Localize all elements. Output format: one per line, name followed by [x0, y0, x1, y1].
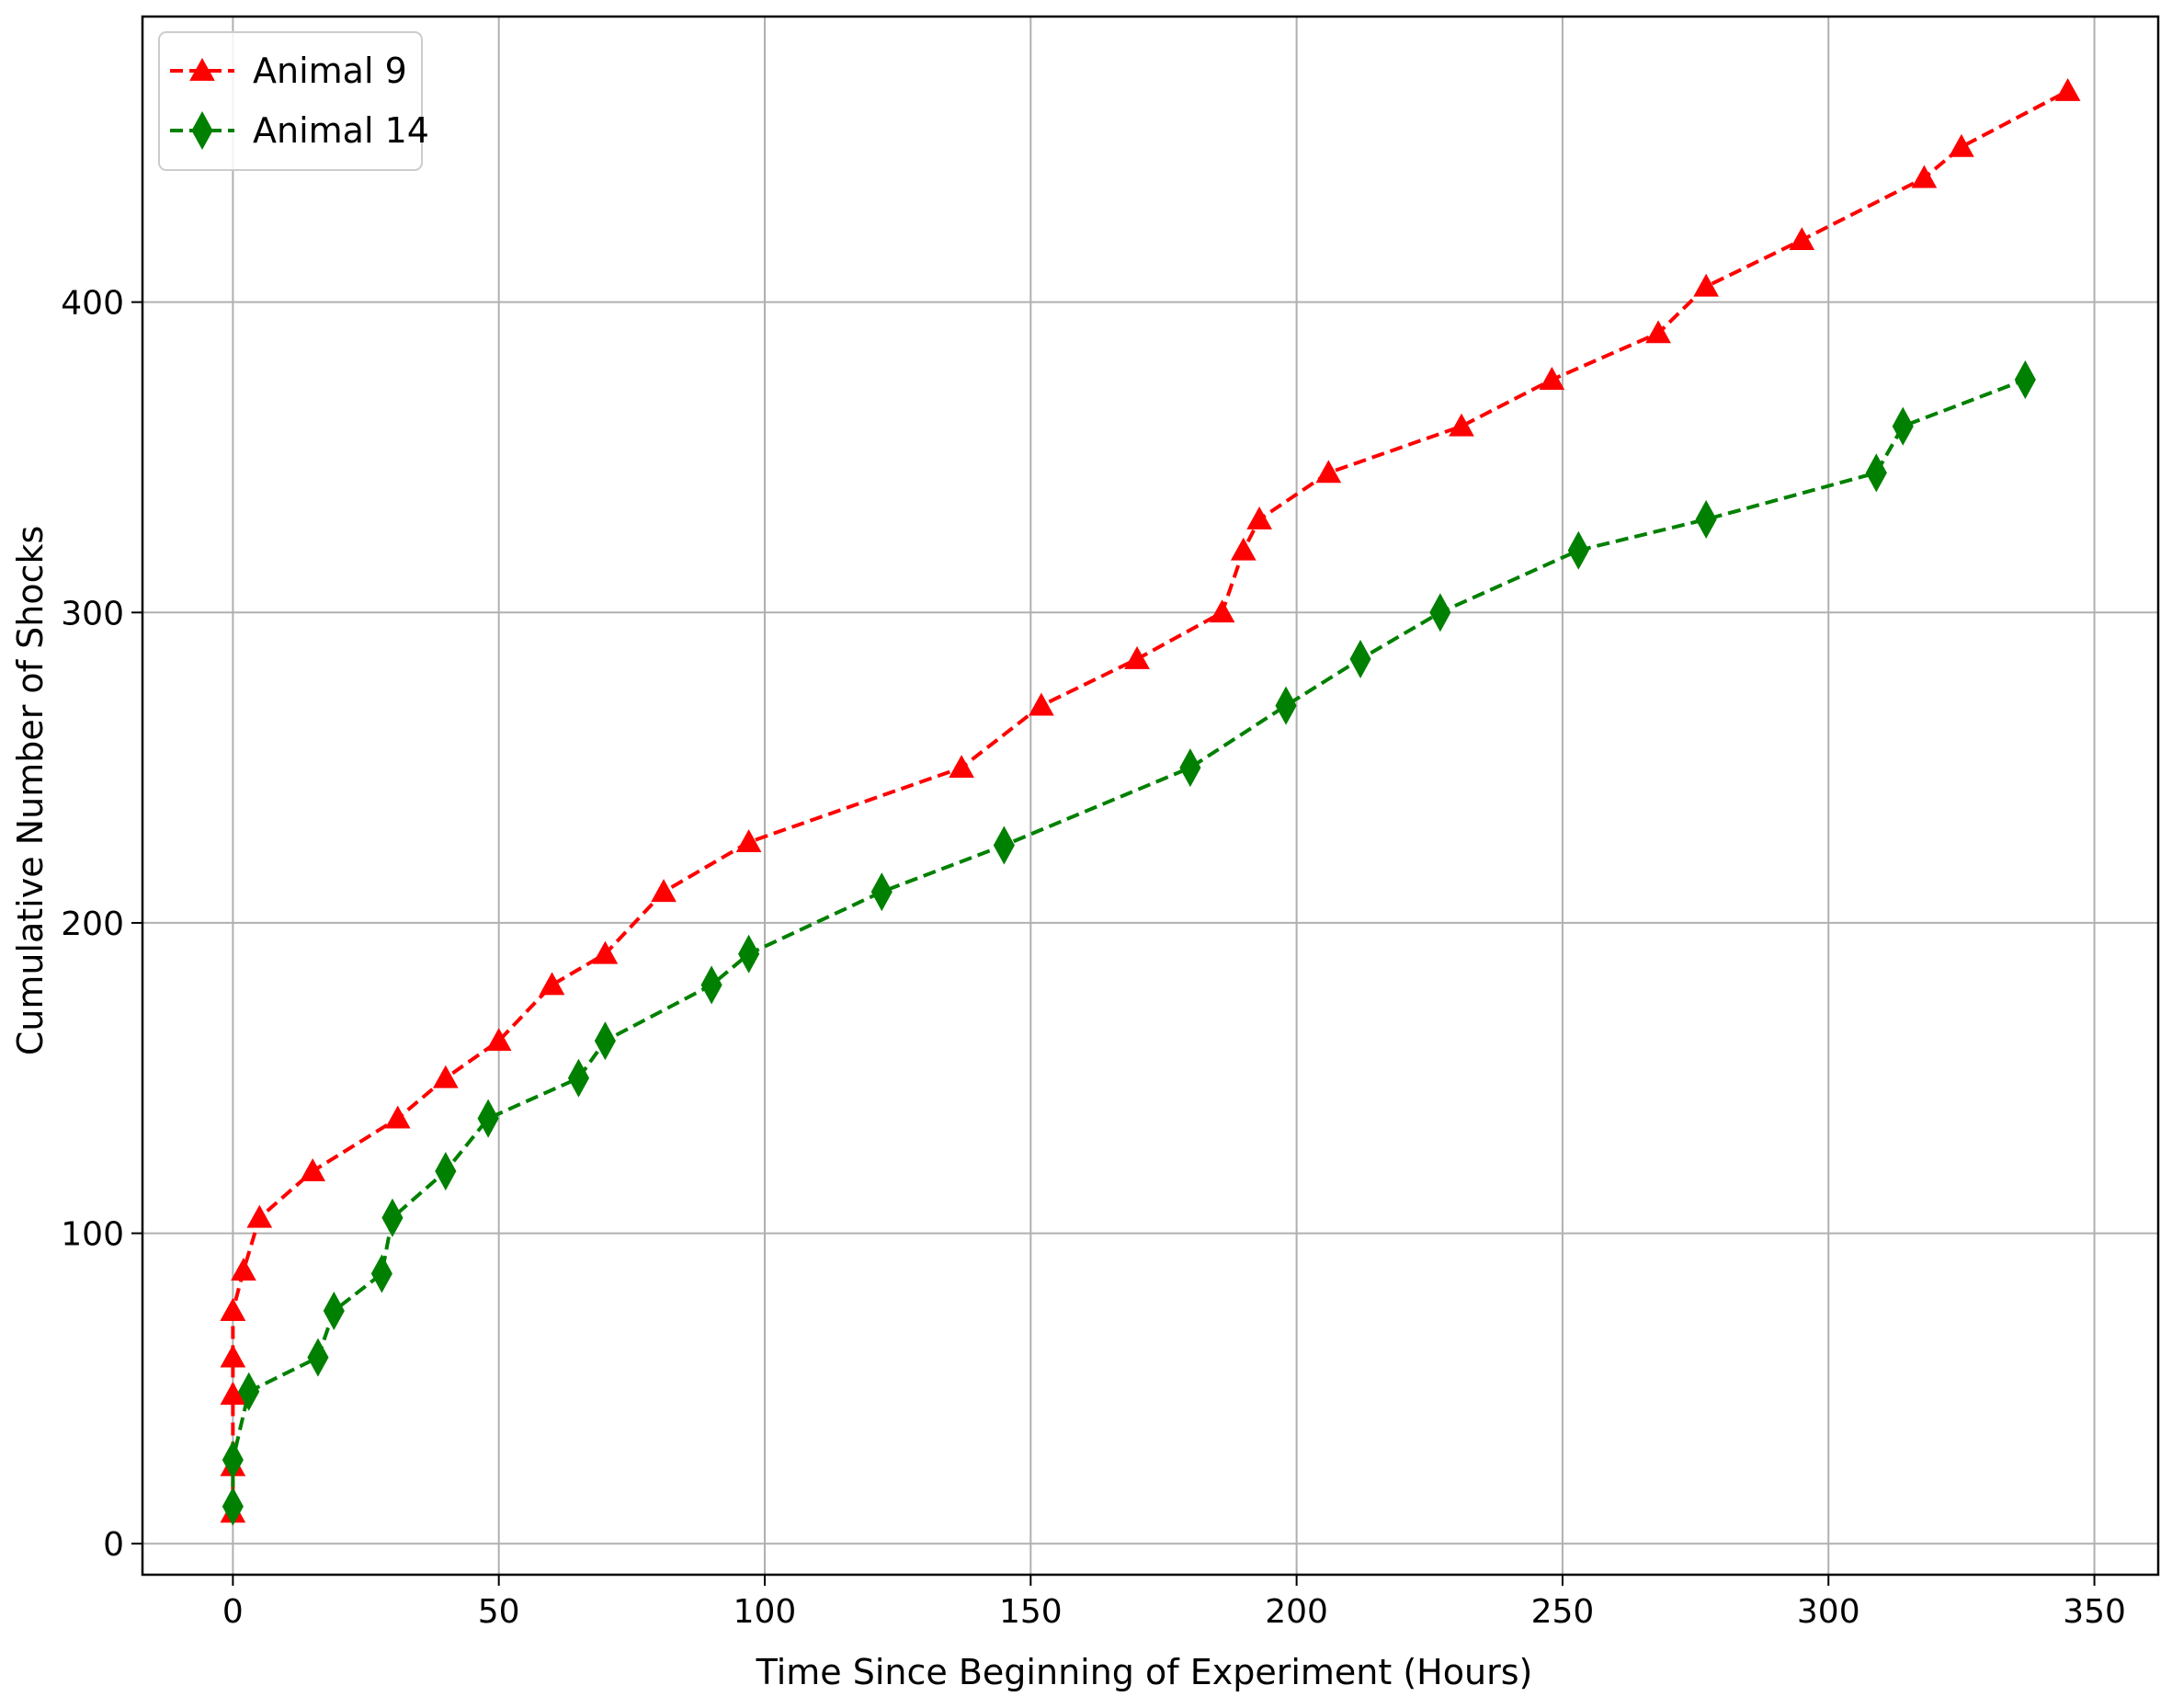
data-point-diamond [1695, 499, 1717, 540]
data-point-triangle [220, 1297, 246, 1321]
data-point-diamond [381, 1198, 404, 1237]
legend-entry: Animal 14 [170, 110, 429, 151]
legend-marker-triangle [189, 57, 215, 81]
data-point-diamond [370, 1254, 392, 1293]
data-point-triangle [651, 879, 677, 903]
data-point-triangle [432, 1065, 459, 1088]
data-point-triangle [1124, 645, 1150, 669]
data-point-triangle [300, 1158, 326, 1181]
legend-label: Animal 14 [253, 110, 429, 151]
data-point-triangle [1645, 320, 1671, 344]
data-point-triangle [231, 1258, 256, 1281]
axes: 0 50 100 150 200 250 300 350 0 100 200 300 400 [61, 15, 2160, 1631]
data-point-diamond [993, 826, 1015, 865]
data-point-diamond [222, 1440, 244, 1480]
data-point-triangle [1230, 537, 1257, 561]
x-tick-label: 100 [733, 1593, 797, 1631]
x-tick-label: 200 [1265, 1593, 1328, 1631]
legend-marker-diamond [191, 110, 213, 151]
x-tick-label: 150 [999, 1593, 1063, 1631]
data-point-diamond [870, 872, 893, 912]
data-point-diamond [1567, 530, 1589, 570]
series-1 [222, 360, 2036, 1526]
series-line [231, 378, 2027, 1507]
data-point-diamond [1349, 639, 1371, 678]
data-point-diamond [435, 1152, 457, 1191]
data-point-triangle [1209, 599, 1235, 623]
x-tick-label: 0 [222, 1593, 244, 1631]
x-tick-label: 50 [478, 1593, 520, 1631]
data-point-triangle [246, 1204, 273, 1228]
data-point-diamond [1865, 453, 1887, 493]
data-point-diamond [477, 1099, 499, 1138]
legend: Animal 9 Animal 14 [158, 31, 429, 171]
y-axis-label: Cumulative Number of Shocks [10, 526, 51, 1056]
data-point-diamond [700, 965, 722, 1005]
data-point-triangle [1911, 165, 1938, 188]
series-0 [220, 78, 2081, 1523]
data-point-diamond [307, 1338, 329, 1377]
data-point-diamond [222, 1486, 244, 1526]
series-line [231, 89, 2069, 1513]
data-point-diamond [738, 934, 760, 974]
data-point-triangle [220, 1382, 246, 1406]
data-point-triangle [1693, 273, 1720, 297]
y-tick-label: 400 [61, 285, 124, 323]
data-point-diamond [567, 1058, 590, 1098]
y-tick-label: 0 [103, 1526, 124, 1564]
x-tick-label: 300 [1797, 1593, 1860, 1631]
data-point-triangle [735, 829, 762, 853]
x-tick-label: 350 [2063, 1593, 2126, 1631]
data-point-diamond [594, 1021, 616, 1061]
data-point-diamond [1892, 406, 1914, 446]
data-point-triangle [592, 940, 619, 964]
data-point-triangle [1449, 413, 1474, 437]
legend-label: Animal 9 [253, 51, 407, 91]
data-point-diamond [238, 1372, 260, 1411]
y-tick-label: 200 [61, 905, 124, 943]
data-point-triangle [1315, 460, 1342, 484]
data-point-triangle [1949, 133, 1974, 157]
data-point-diamond [1275, 686, 1297, 725]
data-point-triangle [1789, 227, 1815, 251]
plot-frame [141, 15, 2160, 1577]
data-point-diamond [1429, 593, 1451, 632]
y-tick-label: 100 [61, 1216, 124, 1254]
x-axis-label: Time Since Beginning of Experiment (Hour… [756, 1652, 1533, 1692]
data-point-triangle [384, 1105, 411, 1129]
data-point-triangle [539, 972, 565, 996]
data-point-triangle [1246, 506, 1272, 529]
legend-entry: Animal 9 [170, 51, 407, 91]
y-tick-label: 300 [61, 595, 124, 632]
data-point-triangle [2054, 78, 2081, 101]
data-point-diamond [2014, 360, 2036, 400]
x-tick-label: 250 [1531, 1593, 1595, 1631]
data-point-triangle [1539, 367, 1565, 390]
series-layer [220, 78, 2081, 1526]
legend-box [158, 31, 423, 171]
data-point-triangle [485, 1028, 512, 1052]
data-point-diamond [323, 1291, 345, 1331]
data-point-triangle [220, 1344, 246, 1368]
grid [142, 17, 2158, 1575]
data-point-triangle [1029, 692, 1054, 716]
data-point-diamond [1179, 748, 1201, 788]
data-point-triangle [949, 755, 974, 779]
